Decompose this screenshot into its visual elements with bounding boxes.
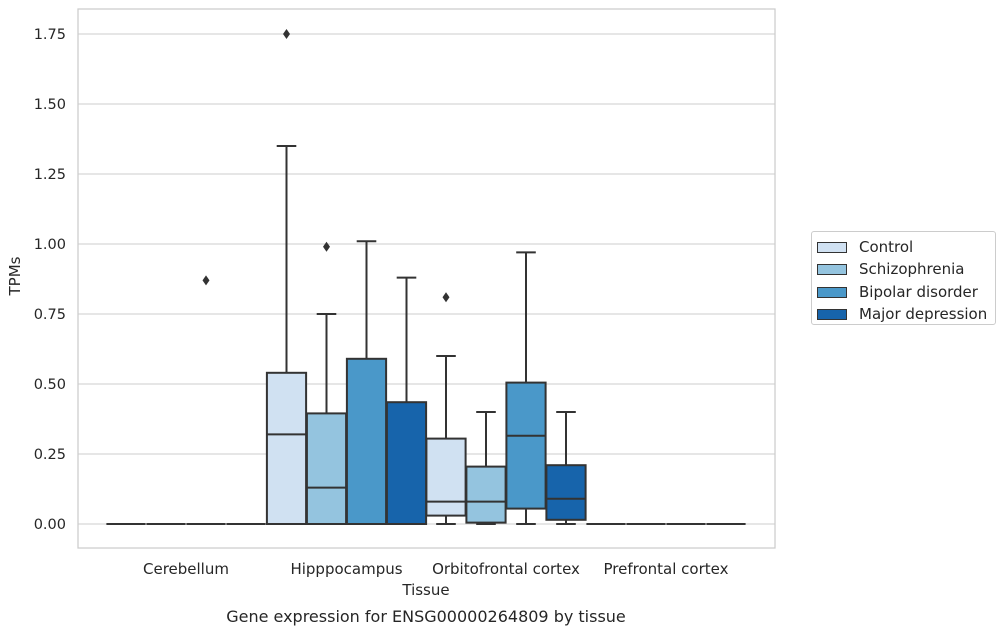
y-tick-label: 1.75 bbox=[34, 27, 66, 43]
box-iqr bbox=[545, 464, 587, 521]
chart-title: Gene expression for ENSG00000264809 by t… bbox=[226, 607, 626, 626]
y-tick-label: 0.00 bbox=[34, 517, 66, 533]
x-tick-label: Hipppocampus bbox=[290, 560, 402, 578]
box-iqr bbox=[465, 465, 507, 524]
legend-item: Control bbox=[817, 236, 995, 259]
y-tick-label: 1.25 bbox=[34, 167, 66, 183]
y-tick-label: 1.50 bbox=[34, 97, 66, 113]
x-tick-label: Orbitofrontal cortex bbox=[432, 560, 580, 578]
box-iqr bbox=[505, 381, 547, 510]
box-1-2 bbox=[345, 240, 388, 525]
y-tick-label: 0.75 bbox=[34, 307, 66, 323]
x-tick-label: Prefrontal cortex bbox=[604, 560, 729, 578]
box-0-2 bbox=[186, 275, 226, 525]
box-2-1 bbox=[465, 411, 507, 525]
box-2-2 bbox=[505, 251, 547, 525]
legend-swatch bbox=[817, 286, 847, 298]
y-tick-label: 0.25 bbox=[34, 447, 66, 463]
outlier-point bbox=[442, 292, 450, 303]
grid-lines bbox=[78, 33, 775, 525]
box-iqr bbox=[425, 437, 467, 517]
legend-label: Control bbox=[859, 237, 914, 256]
legend-swatch bbox=[817, 264, 847, 276]
y-tick-labels: 0.00 0.25 0.50 0.75 1.00 1.25 1.50 1.75 bbox=[34, 27, 66, 533]
box-1-3 bbox=[385, 276, 428, 526]
outlier-point bbox=[323, 241, 330, 252]
outlier-point bbox=[283, 29, 290, 39]
plot-area-frame bbox=[77, 8, 776, 549]
box-1-0 bbox=[265, 29, 308, 525]
legend-item: Major depression bbox=[817, 304, 995, 327]
legend: Control Schizophrenia Bipolar disorder Majo… bbox=[811, 231, 996, 325]
box-plot-marks bbox=[106, 29, 746, 526]
box-2-3 bbox=[545, 411, 587, 525]
y-tick-label: 1.00 bbox=[34, 237, 66, 253]
legend-item: Schizophrenia bbox=[817, 259, 995, 282]
box-1-1 bbox=[305, 241, 348, 525]
x-tick-labels: Cerebellum Hipppocampus Orbitofrontal cort… bbox=[143, 560, 729, 578]
legend-swatch bbox=[817, 309, 847, 321]
legend-swatch bbox=[817, 241, 847, 253]
y-axis-label: TPMs bbox=[6, 256, 24, 296]
x-tick-label: Cerebellum bbox=[143, 560, 229, 578]
box-iqr bbox=[305, 412, 348, 525]
box-iqr bbox=[345, 357, 388, 525]
legend-label: Bipolar disorder bbox=[859, 282, 978, 301]
box-iqr bbox=[265, 371, 308, 525]
legend-label: Major depression bbox=[859, 305, 988, 324]
box-iqr bbox=[385, 401, 428, 526]
legend-label: Schizophrenia bbox=[859, 260, 965, 279]
outlier-point bbox=[202, 275, 210, 286]
x-axis-label: Tissue bbox=[401, 581, 449, 599]
legend-item: Bipolar disorder bbox=[817, 281, 995, 304]
box-2-0 bbox=[425, 292, 467, 525]
y-tick-label: 0.50 bbox=[34, 377, 66, 393]
